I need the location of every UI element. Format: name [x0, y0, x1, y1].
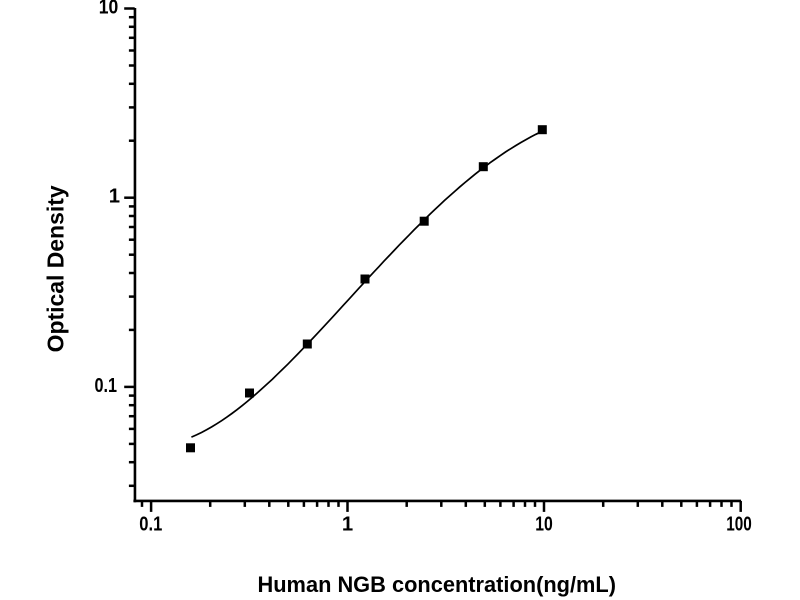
- svg-text:0.1: 0.1: [139, 514, 162, 536]
- svg-text:0.1: 0.1: [95, 375, 118, 397]
- svg-text:100: 100: [726, 514, 752, 536]
- svg-text:Human NGB concentration(ng/mL): Human NGB concentration(ng/mL): [258, 572, 617, 597]
- svg-text:10: 10: [535, 514, 553, 536]
- svg-text:1: 1: [342, 514, 353, 536]
- svg-text:Optical Density: Optical Density: [43, 185, 69, 352]
- svg-text:10: 10: [99, 0, 119, 19]
- svg-text:1: 1: [109, 186, 120, 208]
